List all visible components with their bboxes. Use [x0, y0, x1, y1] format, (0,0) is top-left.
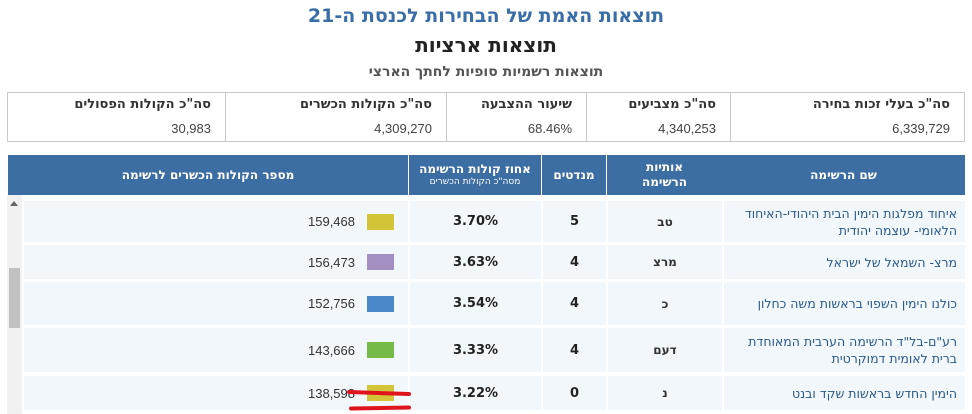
- table-body: 159,468 3.70% 5 טב איחוד מפלגות הימין הב…: [22, 195, 965, 414]
- header-label: שם הרשימה: [810, 167, 877, 182]
- percent-cell: 3.63%: [408, 245, 541, 279]
- votes-cell: 159,468: [22, 201, 408, 242]
- list-name[interactable]: הימין החדש בראשות שקד ובנט: [792, 385, 957, 401]
- header-list-name[interactable]: שם הרשימה: [722, 155, 965, 195]
- votes-count: 159,468: [308, 214, 355, 229]
- stat-eligible-voters: סה"כ בעלי זכות בחירה 6,339,729: [730, 93, 964, 141]
- letters-cell: טב: [606, 201, 722, 242]
- table-row[interactable]: 156,473 3.63% 4 מרצ מרצ- השמאל של ישראל: [22, 245, 965, 281]
- stat-label: סה"כ הקולות הכשרים: [300, 97, 432, 112]
- party-color-swatch: [367, 295, 394, 312]
- seats-cell: 4: [541, 282, 606, 325]
- list-name-cell[interactable]: איחוד מפלגות הימין הבית היהודי-האיחוד הל…: [722, 201, 965, 242]
- header-list-letters[interactable]: אותיות הרשימה: [606, 155, 722, 195]
- stat-value: 30,983: [171, 121, 211, 136]
- table-scrollbar[interactable]: [7, 195, 22, 414]
- stat-valid-votes: סה"כ הקולות הכשרים 4,309,270: [225, 93, 446, 141]
- seats-cell: 4: [541, 245, 606, 279]
- letters-cell: נ: [606, 376, 722, 410]
- scrollbar-thumb[interactable]: [9, 268, 20, 328]
- header-label: אחוז קולות הרשימה: [419, 162, 531, 176]
- votes-count: 138,598: [308, 385, 355, 401]
- letters-cell: דעם: [606, 328, 722, 372]
- list-name-cell[interactable]: הימין החדש בראשות שקד ובנט: [722, 376, 965, 410]
- header-label: אותיות הרשימה: [641, 160, 688, 189]
- percent-cell: 3.70%: [408, 201, 541, 242]
- stat-total-voters: סה"כ מצביעים 4,340,253: [586, 93, 730, 141]
- stat-value: 4,340,253: [658, 121, 716, 136]
- results-note: תוצאות רשמיות סופיות לחתך הארצי: [368, 64, 604, 80]
- seats-cell: 4: [541, 328, 606, 372]
- votes-count: 152,756: [308, 296, 355, 311]
- seats-cell: 5: [541, 201, 606, 242]
- party-color-swatch: [367, 342, 394, 358]
- table-row[interactable]: 159,468 3.70% 5 טב איחוד מפלגות הימין הב…: [22, 201, 965, 244]
- votes-cell: 152,756: [22, 282, 408, 325]
- scroll-up-arrow-icon[interactable]: [10, 201, 18, 206]
- votes-cell: 143,666: [22, 328, 408, 372]
- header-label: מספר הקולות הכשרים לרשימה: [121, 167, 295, 182]
- table-row[interactable]: 143,666 3.33% 4 דעם רע"ם-בל"ד הרשימה הער…: [22, 328, 965, 374]
- page-subtitle: תוצאות ארציות: [415, 33, 557, 57]
- stat-value: 4,309,270: [374, 121, 432, 136]
- percent-cell: 3.22%: [408, 376, 541, 410]
- stat-turnout: שיעור ההצבעה 68.46%: [446, 93, 586, 141]
- stat-value: 6,339,729: [892, 121, 950, 136]
- list-name-cell[interactable]: מרצ- השמאל של ישראל: [722, 245, 965, 279]
- header-seats[interactable]: מנדטים: [541, 155, 606, 195]
- table-header: מספר הקולות הכשרים לרשימה אחוז קולות הרש…: [7, 155, 965, 195]
- list-name[interactable]: רע"ם-בל"ד הרשימה הערבית המאוחדת ברית לאו…: [748, 334, 957, 366]
- list-name[interactable]: מרצ- השמאל של ישראל: [826, 254, 958, 270]
- votes-cell: 156,473: [22, 245, 408, 279]
- stat-value: 68.46%: [527, 121, 572, 136]
- stat-label: שיעור ההצבעה: [480, 97, 572, 112]
- stat-label: סה"כ הקולות הפסולים: [74, 97, 211, 112]
- header-vote-percent[interactable]: אחוז קולות הרשימה מסה"כ הקולות הכשרים: [408, 155, 541, 195]
- table-row[interactable]: 152,756 3.54% 4 כ כולנו הימין השפוי בראש…: [22, 282, 965, 327]
- header-valid-votes[interactable]: מספר הקולות הכשרים לרשימה: [7, 155, 408, 195]
- votes-count: 143,666: [308, 342, 355, 358]
- stat-label: סה"כ מצביעים: [628, 97, 716, 112]
- page-title: תוצאות האמת של הבחירות לכנסת ה-21: [307, 5, 665, 27]
- list-name-cell[interactable]: כולנו הימין השפוי בראשות משה כחלון: [722, 282, 965, 325]
- list-name[interactable]: כולנו הימין השפוי בראשות משה כחלון: [757, 296, 957, 311]
- party-color-swatch: [367, 254, 394, 270]
- stat-invalid-votes: סה"כ הקולות הפסולים 30,983: [8, 93, 225, 141]
- list-name[interactable]: איחוד מפלגות הימין הבית היהודי-האיחוד הל…: [744, 205, 957, 238]
- letters-cell: מרצ: [606, 245, 722, 279]
- party-color-swatch: [367, 213, 394, 230]
- letters-cell: כ: [606, 282, 722, 325]
- stat-label: סה"כ בעלי זכות בחירה: [812, 97, 950, 112]
- header-label: מנדטים: [553, 167, 595, 182]
- results-table: מספר הקולות הכשרים לרשימה אחוז קולות הרש…: [7, 155, 965, 414]
- summary-stats-bar: סה"כ בעלי זכות בחירה 6,339,729 סה"כ מצבי…: [7, 92, 965, 142]
- seats-cell: 0: [541, 376, 606, 410]
- votes-count: 156,473: [308, 254, 355, 270]
- percent-cell: 3.33%: [408, 328, 541, 372]
- percent-cell: 3.54%: [408, 282, 541, 325]
- table-row[interactable]: 138,598 3.22% 0 נ הימין החדש בראשות שקד …: [22, 376, 965, 412]
- list-name-cell[interactable]: רע"ם-בל"ד הרשימה הערבית המאוחדת ברית לאו…: [722, 328, 965, 372]
- header-sublabel: מסה"כ הקולות הכשרים: [429, 177, 521, 187]
